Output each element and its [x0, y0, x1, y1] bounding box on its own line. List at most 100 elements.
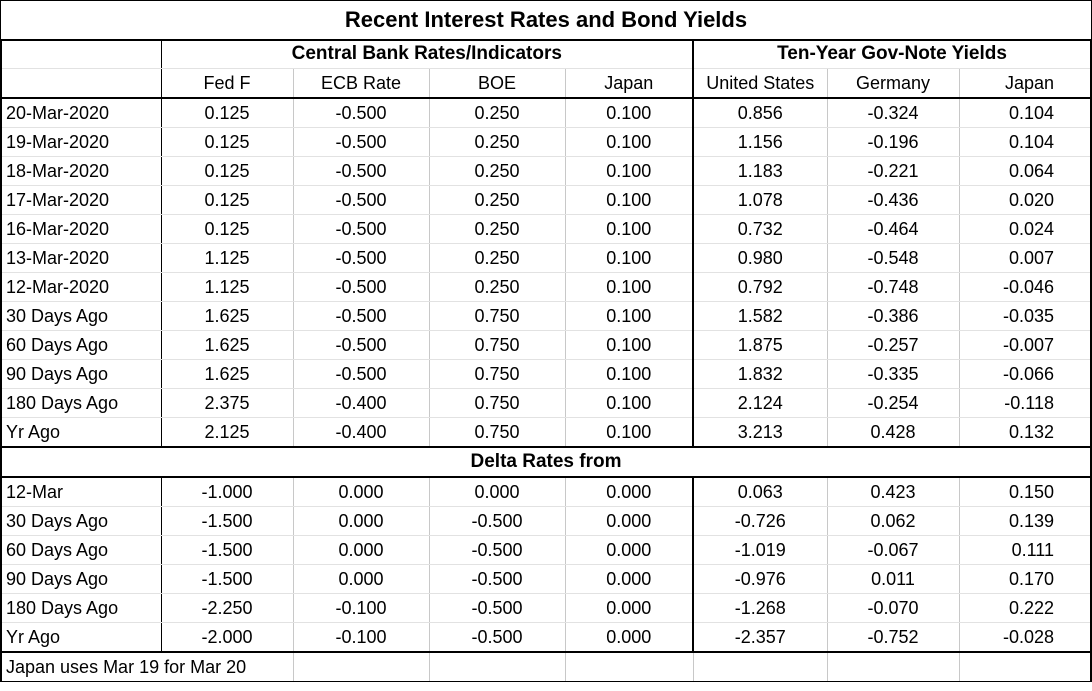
- value-cell: 0.250: [429, 185, 566, 215]
- value-cell: 1.832: [693, 359, 828, 389]
- value-cell: -2.000: [161, 622, 294, 653]
- value-cell: 3.213: [693, 417, 828, 448]
- value-cell: -0.118: [959, 388, 1092, 418]
- row-label: 12-Mar-2020: [0, 272, 162, 302]
- table-row: Yr Ago 2.125 -0.400 0.750 0.100 3.213 0.428 0.1…: [0, 417, 1092, 448]
- column-header: Germany: [827, 68, 960, 99]
- value-cell: -0.335: [827, 359, 960, 389]
- empty-cell: [429, 651, 566, 682]
- value-cell: -0.066: [959, 359, 1092, 389]
- value-cell: 0.000: [565, 622, 694, 653]
- value-cell: 1.625: [161, 359, 294, 389]
- value-cell: -0.500: [293, 185, 430, 215]
- value-cell: 0.170: [959, 564, 1092, 594]
- table-row: 18-Mar-2020 0.125 -0.500 0.250 0.100 1.183 -0.…: [0, 156, 1092, 186]
- value-cell: 0.100: [565, 272, 694, 302]
- table-row: 90 Days Ago -1.500 0.000 -0.500 0.000 -0.976 0…: [0, 564, 1092, 594]
- value-cell: 0.250: [429, 272, 566, 302]
- value-cell: -0.254: [827, 388, 960, 418]
- value-cell: 0.250: [429, 127, 566, 157]
- empty-cell: [827, 651, 960, 682]
- value-cell: 0.100: [565, 97, 694, 128]
- value-cell: 0.100: [565, 359, 694, 389]
- value-cell: -0.752: [827, 622, 960, 653]
- rates-table: Central Bank Rates/Indicators Ten-Year Go…: [0, 40, 1092, 682]
- row-label: 60 Days Ago: [0, 330, 162, 360]
- value-cell: 1.625: [161, 330, 294, 360]
- table-row: 19-Mar-2020 0.125 -0.500 0.250 0.100 1.156 -0.…: [0, 127, 1092, 157]
- table-row: 17-Mar-2020 0.125 -0.500 0.250 0.100 1.078 -0.…: [0, 185, 1092, 215]
- value-cell: 0.428: [827, 417, 960, 448]
- value-cell: 2.125: [161, 417, 294, 448]
- row-label: Yr Ago: [0, 622, 162, 653]
- value-cell: -0.726: [693, 506, 828, 536]
- value-cell: -0.500: [429, 593, 566, 623]
- value-cell: -1.000: [161, 477, 294, 507]
- value-cell: 0.125: [161, 156, 294, 186]
- value-cell: 0.000: [565, 477, 694, 507]
- value-cell: 1.875: [693, 330, 828, 360]
- value-cell: 1.125: [161, 272, 294, 302]
- value-cell: -0.046: [959, 272, 1092, 302]
- table-row: 180 Days Ago -2.250 -0.100 -0.500 0.000 -1.26…: [0, 593, 1092, 623]
- row-label: Yr Ago: [0, 417, 162, 448]
- value-cell: 0.250: [429, 214, 566, 244]
- value-cell: 0.423: [827, 477, 960, 507]
- value-cell: 0.732: [693, 214, 828, 244]
- row-label: 20-Mar-2020: [0, 97, 162, 128]
- empty-cell: [693, 651, 828, 682]
- table-row: 180 Days Ago 2.375 -0.400 0.750 0.100 2.124 -0…: [0, 388, 1092, 418]
- value-cell: -1.500: [161, 506, 294, 536]
- value-cell: -0.400: [293, 388, 430, 418]
- table-row: 12-Mar-2020 1.125 -0.500 0.250 0.100 0.792 -0.…: [0, 272, 1092, 302]
- value-cell: -0.500: [293, 214, 430, 244]
- value-cell: 0.111: [959, 535, 1092, 565]
- value-cell: -0.500: [293, 359, 430, 389]
- value-cell: 0.139: [959, 506, 1092, 536]
- value-cell: 0.100: [565, 330, 694, 360]
- value-cell: 0.750: [429, 388, 566, 418]
- table-row: 60 Days Ago 1.625 -0.500 0.750 0.100 1.875 -0.…: [0, 330, 1092, 360]
- value-cell: -2.250: [161, 593, 294, 623]
- table-row: 90 Days Ago 1.625 -0.500 0.750 0.100 1.832 -0.…: [0, 359, 1092, 389]
- column-header: Japan: [565, 68, 694, 99]
- value-cell: 0.100: [565, 127, 694, 157]
- value-cell: 0.250: [429, 97, 566, 128]
- value-cell: 0.007: [959, 243, 1092, 273]
- value-cell: 0.000: [565, 506, 694, 536]
- row-label: 90 Days Ago: [0, 564, 162, 594]
- empty-cell: [959, 651, 1092, 682]
- value-cell: -0.500: [293, 156, 430, 186]
- value-cell: -0.548: [827, 243, 960, 273]
- value-cell: -0.221: [827, 156, 960, 186]
- row-label: 90 Days Ago: [0, 359, 162, 389]
- value-cell: -0.500: [429, 564, 566, 594]
- table-row: 30 Days Ago 1.625 -0.500 0.750 0.100 1.582 -0.…: [0, 301, 1092, 331]
- value-cell: -1.500: [161, 564, 294, 594]
- value-cell: -0.500: [293, 127, 430, 157]
- value-cell: 0.100: [565, 417, 694, 448]
- value-cell: -0.436: [827, 185, 960, 215]
- value-cell: 0.020: [959, 185, 1092, 215]
- value-cell: -0.500: [293, 330, 430, 360]
- value-cell: -0.500: [293, 97, 430, 128]
- value-cell: 0.000: [293, 477, 430, 507]
- column-header: United States: [693, 68, 828, 99]
- column-header: Fed F: [161, 68, 294, 99]
- value-cell: 0.250: [429, 156, 566, 186]
- value-cell: 0.750: [429, 301, 566, 331]
- value-cell: -0.035: [959, 301, 1092, 331]
- value-cell: -0.028: [959, 622, 1092, 653]
- value-cell: 0.125: [161, 97, 294, 128]
- sheet-title: Recent Interest Rates and Bond Yields: [0, 0, 1092, 41]
- value-cell: -0.067: [827, 535, 960, 565]
- value-cell: 1.078: [693, 185, 828, 215]
- table-row: 12-Mar -1.000 0.000 0.000 0.000 0.063 0.423 0.1…: [0, 477, 1092, 507]
- value-cell: -0.100: [293, 622, 430, 653]
- value-cell: 0.000: [429, 477, 566, 507]
- row-label: 60 Days Ago: [0, 535, 162, 565]
- value-cell: -1.019: [693, 535, 828, 565]
- delta-header: Delta Rates from: [0, 446, 1092, 478]
- corner-cell: [0, 68, 162, 99]
- table-row: Yr Ago -2.000 -0.100 -0.500 0.000 -2.357 -0.75…: [0, 622, 1092, 653]
